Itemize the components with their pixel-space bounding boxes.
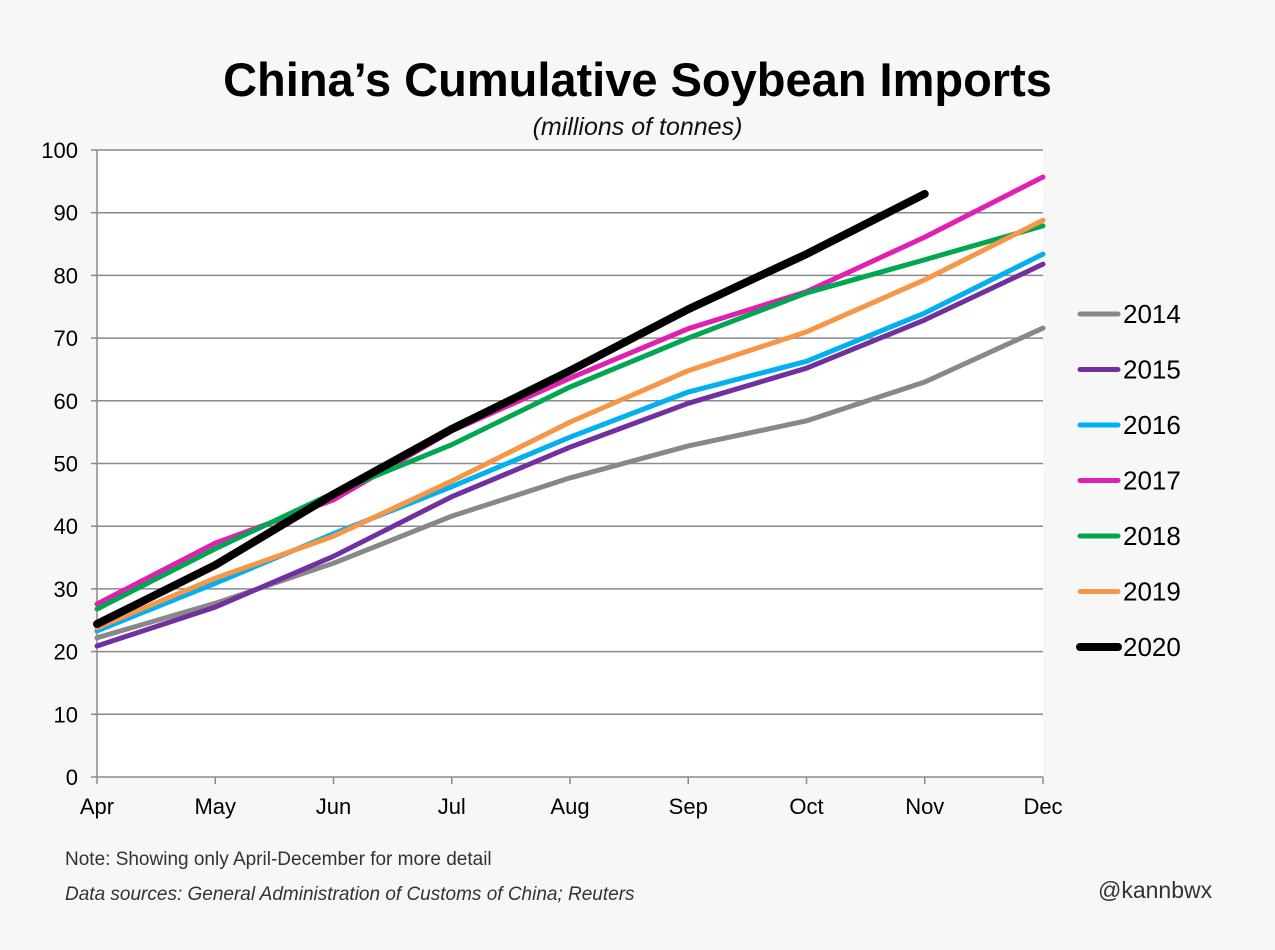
x-tick-label: Oct (789, 794, 823, 819)
legend-label-2015: 2015 (1123, 355, 1181, 385)
legend-label-2017: 2017 (1123, 466, 1181, 496)
x-tick-label: Aug (550, 794, 589, 819)
y-tick-label: 40 (54, 514, 78, 539)
y-tick-label: 100 (41, 138, 78, 163)
y-tick-label: 70 (54, 326, 78, 351)
footnote: Note: Showing only April-December for mo… (65, 849, 492, 870)
legend-label-2019: 2019 (1123, 577, 1181, 607)
x-tick-label: Dec (1023, 794, 1062, 819)
y-tick-label: 60 (54, 389, 78, 414)
data-sources: Data sources: General Administration of … (65, 884, 635, 905)
x-tick-label: Sep (669, 794, 708, 819)
x-tick-label: Nov (905, 794, 944, 819)
legend-label-2020: 2020 (1123, 632, 1181, 662)
y-tick-label: 50 (54, 452, 78, 477)
legend-label-2014: 2014 (1123, 299, 1181, 329)
x-tick-label: Jul (438, 794, 466, 819)
y-tick-label: 30 (54, 577, 78, 602)
y-tick-label: 0 (66, 765, 78, 790)
legend-label-2018: 2018 (1123, 521, 1181, 551)
chart-title: China’s Cumulative Soybean Imports (223, 53, 1052, 106)
y-tick-label: 90 (54, 201, 78, 226)
y-tick-label: 10 (54, 702, 78, 727)
y-tick-label: 20 (54, 640, 78, 665)
x-tick-label: May (194, 794, 236, 819)
series-line-2020 (93, 189, 929, 629)
x-tick-label: Jun (316, 794, 351, 819)
legend-label-2016: 2016 (1123, 410, 1181, 440)
author-handle: @kannbwx (1098, 877, 1213, 903)
x-tick-label: Apr (80, 794, 114, 819)
y-tick-label: 80 (54, 263, 78, 288)
chart-subtitle: (millions of tonnes) (532, 113, 743, 141)
